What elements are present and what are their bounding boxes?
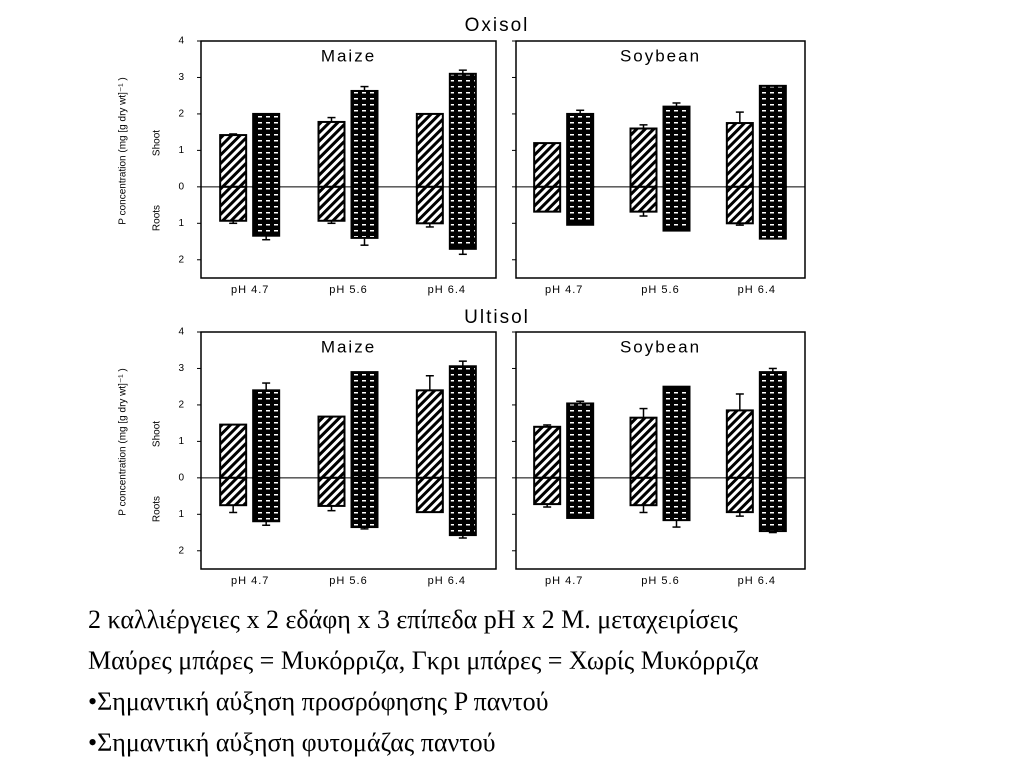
bar [317, 120, 346, 188]
bar [219, 476, 248, 507]
bar [533, 185, 562, 213]
text-line: •Σημαντική αύξηση προσρόφησης P παντού [88, 687, 549, 716]
bar [533, 142, 562, 188]
y-tick-label: 1 [178, 218, 184, 229]
y-axis-label: P concentration (mg [g dry wt]⁻¹ ) [118, 368, 129, 515]
bar [725, 476, 754, 514]
bar [629, 127, 658, 188]
bar [629, 185, 658, 213]
x-tick-label: pH 5.6 [329, 575, 367, 587]
y-tick-label: 4 [178, 36, 184, 47]
plot-frame [200, 331, 497, 570]
bar [350, 371, 379, 479]
bar [252, 389, 281, 479]
bar [533, 425, 562, 479]
bar [219, 134, 248, 188]
x-tick-label: pH 6.4 [738, 284, 776, 296]
bar [252, 476, 281, 523]
x-tick-label: pH 4.7 [231, 575, 269, 587]
x-tick-label: pH 5.6 [641, 284, 679, 296]
text-line: Μαύρες μπάρες = Μυκόρριζα, Γκρι μπάρες =… [88, 646, 759, 675]
bar [350, 185, 379, 239]
bar [448, 185, 477, 250]
bar [758, 476, 787, 533]
bar [758, 84, 787, 188]
bar [629, 476, 658, 507]
y-tick-label: 4 [178, 327, 184, 338]
x-tick-label: pH 4.7 [545, 284, 583, 296]
group-title: Oxisol [465, 15, 530, 36]
bar [533, 476, 562, 506]
bar [725, 185, 754, 225]
shoot-label: Shoot [152, 130, 163, 156]
bar [448, 365, 477, 479]
bar [317, 185, 346, 222]
y-tick-label: 1 [178, 145, 184, 156]
bar [566, 476, 595, 519]
bar [725, 122, 754, 188]
bar [219, 423, 248, 479]
x-tick-label: pH 6.4 [428, 575, 466, 587]
bar [350, 476, 379, 529]
bar [219, 185, 248, 222]
plot-frame [515, 40, 806, 279]
x-tick-label: pH 5.6 [329, 284, 367, 296]
x-tick-label: pH 6.4 [738, 575, 776, 587]
y-axis-label: P concentration (mg [g dry wt]⁻¹ ) [118, 77, 129, 224]
plot-frame [515, 331, 806, 570]
bar [350, 89, 379, 188]
bar [448, 476, 477, 537]
bar [415, 476, 444, 514]
bar [758, 371, 787, 479]
y-tick-label: 3 [178, 363, 184, 374]
root-label: Roots [152, 496, 163, 522]
chart-title: Soybean [620, 337, 701, 356]
y-tick-label: 2 [178, 400, 184, 411]
y-tick-label: 2 [178, 545, 184, 556]
root-label: Roots [152, 205, 163, 231]
x-tick-label: pH 4.7 [231, 284, 269, 296]
bar [758, 185, 787, 240]
group-title: Ultisol [464, 307, 530, 328]
bar [566, 402, 595, 479]
shoot-label: Shoot [152, 421, 163, 447]
bar [415, 185, 444, 225]
y-tick-label: 1 [178, 509, 184, 520]
bar [317, 415, 346, 479]
y-tick-label: 0 [178, 181, 184, 192]
text-line: •Σημαντική αύξηση φυτομάζας παντού [88, 728, 496, 757]
y-tick-label: 2 [178, 254, 184, 265]
x-tick-label: pH 4.7 [545, 575, 583, 587]
bar [415, 389, 444, 479]
bar [448, 72, 477, 188]
bar [725, 409, 754, 479]
chart-title: Maize [321, 337, 376, 356]
bar [415, 112, 444, 188]
bar [252, 185, 281, 237]
y-tick-label: 3 [178, 72, 184, 83]
y-tick-label: 0 [178, 472, 184, 483]
y-tick-label: 1 [178, 436, 184, 447]
bar [317, 476, 346, 507]
bar [566, 112, 595, 188]
bar [662, 476, 691, 522]
bar [566, 185, 595, 226]
chart-title: Maize [321, 46, 376, 65]
bar [662, 185, 691, 232]
bar [629, 416, 658, 479]
chart-title: Soybean [620, 46, 701, 65]
plot-frame [200, 40, 497, 279]
x-tick-label: pH 5.6 [641, 575, 679, 587]
bar [662, 385, 691, 479]
x-tick-label: pH 6.4 [428, 284, 466, 296]
y-tick-label: 2 [178, 109, 184, 120]
bar [662, 105, 691, 188]
bar [252, 112, 281, 188]
text-line: 2 καλλιέργειες x 2 εδάφη x 3 επίπεδα pH … [88, 605, 738, 634]
